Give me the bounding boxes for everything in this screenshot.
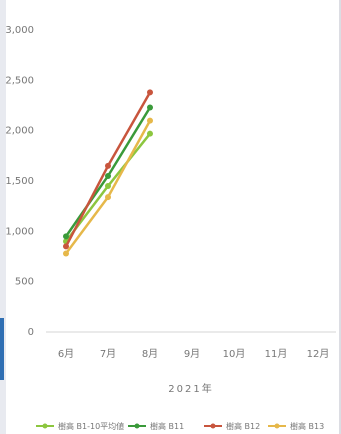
legend-label: 樹高 B11 [150,421,184,431]
series-2 [63,104,153,240]
legend-swatch-marker [274,423,280,429]
data-point [147,130,153,137]
page-edge [0,0,6,434]
series-line [64,106,152,238]
legend-swatch-marker [134,423,140,429]
x-tick-label: 11月 [265,348,288,360]
x-tick-label: 6月 [58,348,74,360]
left-accent-bar [0,318,4,380]
legend-item: 樹高 B12 [204,421,260,431]
y-tick-label: 2,500 [5,75,34,86]
series-1 [63,130,153,245]
x-axis-ticks: 6月 7月 8月 9月 10月 11月 12月 [58,348,330,360]
data-point [63,233,69,240]
y-axis-ticks: 0 500 1,000 1,500 2,000 2,500 3,000 [5,25,34,338]
y-tick-label: 1,500 [5,176,34,187]
legend-label: 樹高 B1-10平均値 [58,421,124,431]
x-tick-label: 9月 [184,348,200,360]
data-point [105,194,111,201]
x-tick-label: 8月 [142,348,158,360]
chart-card [6,0,339,434]
y-tick-label: 0 [28,327,34,338]
x-tick-label: 10月 [223,348,246,360]
data-point [105,162,111,169]
y-tick-label: 1,000 [5,226,34,237]
y-tick-label: 500 [15,277,34,288]
legend: 樹高 B1-10平均値 樹高 B11 樹高 B12 樹高 B13 [36,421,324,431]
legend-item: 樹高 B1-10平均値 [36,421,124,431]
data-point [147,104,153,111]
data-point [105,172,111,179]
x-tick-label: 12月 [307,348,330,360]
y-tick-label: 2,000 [5,126,34,137]
legend-item: 樹高 B13 [268,421,324,431]
series-3 [63,89,153,250]
legend-swatch-marker [210,423,216,429]
legend-label: 樹高 B13 [290,421,324,431]
series-group [63,89,153,257]
series-4 [63,117,153,257]
x-tick-label: 7月 [100,348,116,360]
legend-swatch-marker [42,423,48,429]
data-point [63,250,69,257]
data-point [105,183,111,190]
data-point [63,243,69,250]
legend-item: 樹高 B11 [128,421,184,431]
y-tick-label: 3,000 [5,25,34,36]
data-point [147,89,153,96]
data-point [147,117,153,124]
legend-label: 樹高 B12 [226,421,260,431]
x-axis-title: 2021年 [168,382,213,395]
series-line [64,91,152,248]
